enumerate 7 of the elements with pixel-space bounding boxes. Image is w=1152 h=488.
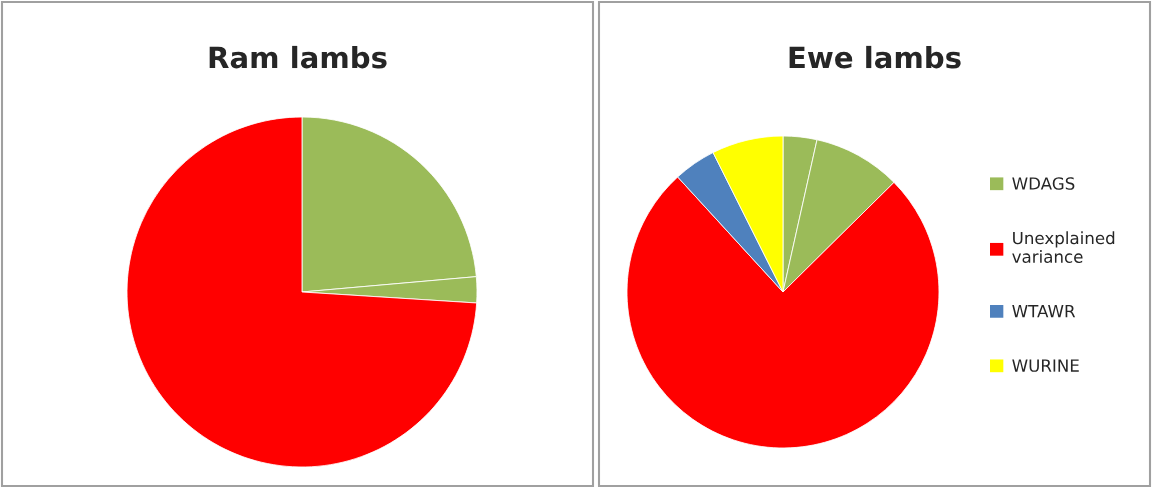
legend-label: WURINE (1012, 359, 1079, 372)
chart-title: Ewe lambs (789, 45, 961, 69)
legend-label: WDAGS (1012, 177, 1075, 190)
pie-slice (126, 116, 478, 468)
legend-label: Unexplained variance (1012, 231, 1115, 263)
legend-label: WTAWR (1012, 305, 1076, 318)
chart-title: Ram lambs (209, 45, 387, 69)
